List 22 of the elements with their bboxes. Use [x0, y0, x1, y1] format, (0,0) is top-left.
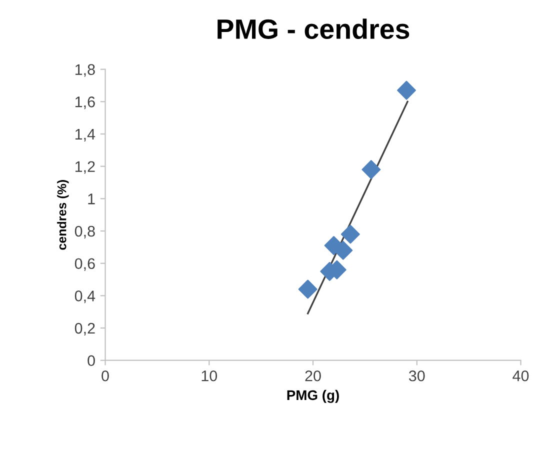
y-tick-label: 0,8: [74, 226, 95, 238]
chart-title: PMG - cendres: [218, 18, 410, 40]
y-axis-title: cendres (%): [57, 180, 69, 250]
x-tick-label: 30: [408, 370, 425, 382]
y-tick-label: 0: [88, 355, 95, 366]
point: [362, 160, 381, 180]
point: [298, 280, 318, 299]
x-tick-label: 20: [305, 370, 321, 382]
y-tick-label: 1,4: [75, 129, 96, 142]
y-tick-label: 0,4: [74, 290, 96, 304]
x-tick-label: 0: [102, 370, 109, 382]
point: [340, 224, 360, 244]
x-tick-label: 10: [202, 370, 218, 382]
y-tick-label: 0,2: [74, 322, 95, 336]
y-tick-label: 0,6: [74, 258, 95, 271]
y-tick-label: 1,6: [75, 96, 95, 110]
x-axis-title: PMG (g): [287, 390, 339, 403]
x-tick-label: 40: [512, 370, 529, 382]
point: [397, 80, 416, 100]
y-tick-label: 1,8: [75, 64, 95, 77]
y-tick-label: 1,2: [75, 161, 95, 174]
y-tick-label: 1: [88, 194, 95, 204]
